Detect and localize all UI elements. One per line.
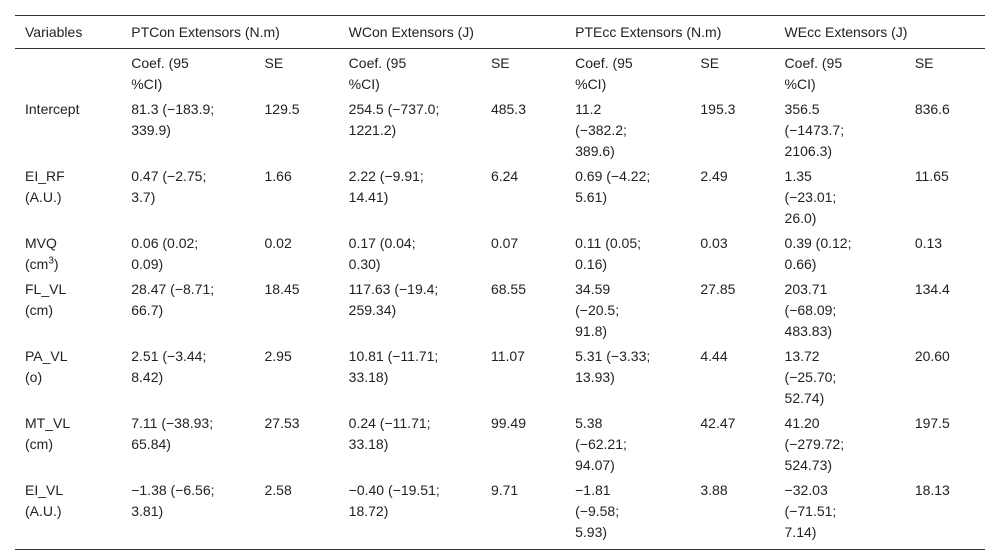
cell-coef: 0.47 (−2.75; 3.7)	[131, 168, 207, 205]
cell-coef: −32.03 (−71.51; 7.14)	[784, 478, 915, 550]
cell-coef: 10.81 (−11.71; 33.18)	[348, 348, 439, 385]
cell-se: 11.65	[914, 168, 949, 184]
cell-se: 9.71	[490, 478, 576, 550]
table-row: Intercept 81.3 (−183.9; 339.9) 129.5 254…	[15, 97, 985, 164]
subheader-coef: Coef. (95 %CI)	[575, 55, 633, 92]
subheader-se: SE	[264, 55, 284, 71]
table-header: Variables PTCon Extensors (N.m) WCon Ext…	[15, 15, 985, 49]
subheader-coef: Coef. (95 %CI)	[348, 55, 407, 92]
table-body: Coef. (95 %CI) SE Coef. (95 %CI) SE Coef…	[15, 49, 985, 550]
cell-coef: 254.5 (−737.0; 1221.2)	[348, 101, 440, 138]
cell-coef: −1.38 (−6.56; 3.81)	[131, 478, 265, 550]
cell-coef: 28.47 (−8.71; 66.7)	[131, 281, 215, 318]
cell-se: 6.24	[490, 168, 519, 184]
cell-se: 836.6	[914, 101, 950, 117]
header-ptecc: PTEcc Extensors (N.m)	[575, 15, 785, 49]
table-row: PA_VL (o) 2.51 (−3.44; 8.42) 2.95 10.81 …	[15, 344, 985, 411]
table-row: EI_VL (A.U.) −1.38 (−6.56; 3.81) 2.58 −0…	[15, 478, 985, 550]
cell-coef: 0.24 (−11.71; 33.18)	[348, 415, 431, 452]
table-row: EI_RF (A.U.) 0.47 (−2.75; 3.7) 1.66 2.22…	[15, 164, 985, 231]
cell-coef: 0.06 (0.02; 0.09)	[131, 235, 199, 272]
subheader-row: Coef. (95 %CI) SE Coef. (95 %CI) SE Coef…	[15, 49, 985, 98]
subheader-se: SE	[700, 55, 720, 71]
header-ptcon: PTCon Extensors (N.m)	[131, 15, 349, 49]
unit-close: )	[53, 256, 59, 272]
regression-table: Variables PTCon Extensors (N.m) WCon Ext…	[15, 15, 985, 550]
cell-coef: 1.35 (−23.01; 26.0)	[784, 168, 837, 226]
cell-coef: 5.38 (−62.21; 94.07)	[575, 415, 627, 473]
cell-se: 0.03	[700, 235, 728, 251]
unit-superscript: 3	[48, 255, 54, 267]
cell-coef: 2.51 (−3.44; 8.42)	[131, 348, 207, 385]
cell-coef: 0.17 (0.04; 0.30)	[348, 235, 416, 272]
cell-se: 129.5	[264, 101, 300, 117]
cell-coef: 7.11 (−38.93; 65.84)	[131, 415, 214, 452]
cell-coef: 81.3 (−183.9; 339.9)	[131, 101, 215, 138]
subheader-empty	[15, 49, 131, 98]
table-row: MVQ (cm3) 0.06 (0.02; 0.09) 0.02 0.17 (0.…	[15, 231, 985, 277]
cell-se: 134.4	[914, 281, 950, 297]
subheader-se: SE	[490, 55, 510, 71]
cell-se: 0.13	[914, 235, 943, 251]
row-variable: FL_VL (cm)	[25, 281, 67, 318]
subheader-se: SE	[914, 55, 934, 71]
cell-se: 195.3	[700, 101, 736, 117]
cell-coef: 203.71 (−68.09; 483.83)	[784, 281, 837, 339]
cell-se: 4.44	[700, 348, 728, 364]
cell-se: 2.95	[264, 348, 292, 364]
cell-se: 2.49	[700, 168, 728, 184]
variable-unit: (cm	[25, 256, 49, 272]
cell-se: 197.5	[914, 415, 950, 431]
row-variable: EI_RF (A.U.)	[25, 168, 65, 205]
cell-coef: −0.40 (−19.51; 18.72)	[348, 478, 491, 550]
cell-coef: 117.63 (−19.4; 259.34)	[348, 281, 439, 318]
header-row: Variables PTCon Extensors (N.m) WCon Ext…	[15, 15, 985, 49]
cell-coef: 5.31 (−3.33; 13.93)	[575, 348, 651, 385]
cell-se: 2.58	[264, 478, 349, 550]
row-variable: MVQ (cm3)	[15, 231, 131, 277]
row-variable: PA_VL (o)	[25, 348, 68, 385]
variable-name: MVQ	[25, 235, 57, 251]
cell-se: 18.13	[914, 478, 985, 550]
table-row: MT_VL (cm) 7.11 (−38.93; 65.84) 27.53 0.…	[15, 411, 985, 478]
cell-coef: 11.2 (−382.2; 389.6)	[575, 101, 627, 159]
cell-coef: 0.11 (0.05; 0.16)	[575, 235, 642, 272]
subheader-coef: Coef. (95 %CI)	[131, 55, 189, 92]
cell-coef: 13.72 (−25.70; 52.74)	[784, 348, 837, 406]
cell-se: 42.47	[700, 415, 736, 431]
cell-se: 1.66	[264, 168, 292, 184]
cell-se: 18.45	[264, 281, 300, 297]
cell-coef: 0.69 (−4.22; 5.61)	[575, 168, 651, 205]
cell-coef: 356.5 (−1473.7; 2106.3)	[784, 101, 845, 159]
cell-se: 0.07	[490, 235, 519, 251]
cell-se: 27.85	[700, 281, 736, 297]
cell-se: 68.55	[490, 281, 526, 297]
cell-coef: 34.59 (−20.5; 91.8)	[575, 281, 620, 339]
cell-se: 20.60	[914, 348, 950, 364]
subheader-coef: Coef. (95 %CI)	[784, 55, 843, 92]
header-wcon: WCon Extensors (J)	[348, 15, 576, 49]
cell-se: 27.53	[264, 415, 300, 431]
cell-se: 0.02	[264, 235, 292, 251]
cell-coef: −1.81 (−9.58; 5.93)	[575, 478, 701, 550]
cell-se: 99.49	[490, 415, 526, 431]
header-wecc: WEcc Extensors (J)	[784, 15, 985, 49]
cell-coef: 41.20 (−279.72; 524.73)	[784, 415, 845, 473]
cell-se: 485.3	[490, 101, 526, 117]
cell-coef: 0.39 (0.12; 0.66)	[784, 235, 852, 272]
row-variable: MT_VL (cm)	[25, 415, 71, 452]
row-variable: EI_VL (A.U.)	[15, 478, 132, 550]
table-row: FL_VL (cm) 28.47 (−8.71; 66.7) 18.45 117…	[15, 277, 985, 344]
cell-se: 3.88	[700, 478, 785, 550]
cell-coef: 2.22 (−9.91; 14.41)	[348, 168, 424, 205]
row-variable: Intercept	[25, 101, 80, 117]
cell-se: 11.07	[490, 348, 525, 364]
header-variables: Variables	[15, 15, 132, 49]
